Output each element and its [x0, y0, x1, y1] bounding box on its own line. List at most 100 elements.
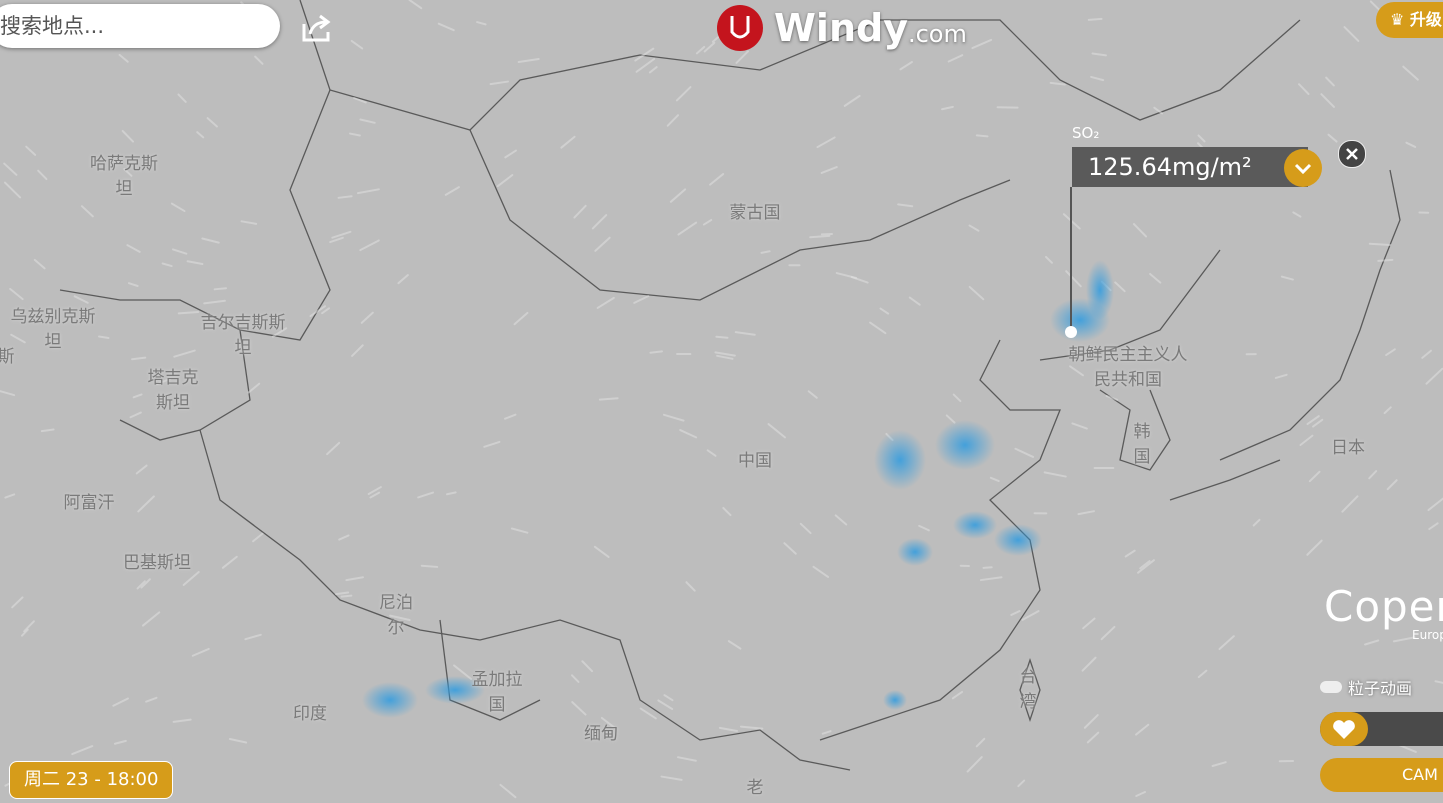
wind-streak	[1341, 495, 1359, 513]
wind-streak	[127, 282, 139, 287]
wind-streak	[334, 591, 350, 596]
wind-streak	[73, 295, 89, 304]
wind-streak	[170, 202, 186, 213]
picker-expand[interactable]	[1284, 149, 1322, 187]
wind-streak	[989, 476, 1000, 483]
wind-streak	[37, 169, 48, 181]
wind-streak	[735, 50, 750, 64]
map-label-line: 乌兹别克斯	[10, 307, 96, 327]
wind-streak	[570, 674, 580, 683]
particles-toggle[interactable]: 粒子动画	[1320, 675, 1412, 699]
wind-streak	[112, 697, 129, 707]
wind-streak	[356, 188, 380, 195]
wind-streak	[598, 397, 619, 401]
wind-streak	[648, 66, 658, 74]
logo-icon	[717, 5, 763, 51]
wind-streak	[727, 640, 742, 650]
wind-streak	[662, 413, 685, 422]
wind-streak	[340, 594, 353, 598]
map-label-line: 湾	[1019, 692, 1037, 712]
picker-close[interactable]	[1338, 140, 1366, 168]
wind-streak	[908, 296, 921, 306]
wind-streak	[951, 690, 964, 700]
wind-streak	[812, 565, 830, 578]
cams-button[interactable]: CAM	[1320, 758, 1443, 792]
wind-streak	[835, 272, 858, 279]
wind-streak	[177, 93, 187, 103]
wind-streak	[444, 186, 460, 196]
wind-streak	[820, 166, 838, 174]
picker-value: 125.64mg/m²	[1072, 147, 1308, 187]
wind-streak	[783, 542, 797, 555]
wind-streak	[679, 429, 698, 439]
wind-streak	[1091, 52, 1107, 57]
quick-menu[interactable]	[1320, 712, 1443, 746]
picker-label: SO₂	[1072, 124, 1100, 142]
wind-streak	[821, 730, 832, 735]
wind-streak	[952, 393, 962, 403]
wind-streak	[966, 756, 983, 773]
wind-streak	[947, 54, 964, 63]
map-label-line: 韩	[1133, 422, 1151, 442]
wind-streak	[348, 132, 361, 137]
map-label: 哈萨克斯坦	[90, 152, 158, 202]
wind-streak	[11, 596, 24, 609]
wind-streak	[1197, 669, 1208, 679]
upgrade-button[interactable]: ♛ 升级	[1376, 2, 1443, 38]
wind-streak	[1124, 549, 1136, 558]
wind-streak	[722, 506, 732, 517]
wind-streak	[1045, 255, 1053, 264]
map-label-line: 老	[746, 778, 764, 798]
logo[interactable]: Windy .com	[716, 4, 967, 52]
wind-streak	[1139, 560, 1151, 570]
wind-streak	[703, 41, 716, 53]
wind-streak	[879, 307, 890, 315]
wind-streak	[760, 250, 771, 254]
map-label: 日本	[1331, 436, 1365, 461]
wind-streak	[663, 694, 674, 702]
favorites-button[interactable]	[1320, 712, 1368, 746]
map-label: 缅甸	[584, 722, 618, 747]
share-button[interactable]	[300, 12, 336, 44]
wind-streak	[596, 296, 615, 309]
wind-streak	[677, 221, 698, 236]
map-label-line: 斯	[0, 347, 15, 367]
wind-streak	[367, 486, 382, 496]
map-label-line: 阿富汗	[63, 493, 115, 513]
wind-streak	[1153, 106, 1164, 115]
wind-streak	[453, 664, 473, 680]
wind-streak	[591, 214, 608, 230]
wind-streak	[446, 491, 457, 496]
wind-streak	[869, 321, 887, 335]
wind-streak	[1082, 617, 1096, 630]
wind-streak	[10, 333, 26, 344]
wind-streak	[417, 491, 435, 499]
wind-streak	[221, 555, 238, 569]
wind-streak	[240, 220, 258, 225]
map-label: 斯	[0, 345, 15, 370]
map-label-line: 台	[1019, 667, 1037, 687]
wind-streak	[1427, 497, 1443, 512]
particles-text: 粒子动画	[1348, 679, 1413, 698]
wind-streak	[975, 134, 989, 138]
wind-streak	[252, 532, 264, 543]
wind-streak	[172, 248, 188, 255]
wind-streak	[1021, 610, 1040, 621]
map-label: 巴基斯坦	[123, 551, 191, 576]
wind-streak	[1327, 133, 1338, 143]
wind-streak	[350, 39, 364, 50]
wind-streak	[593, 545, 610, 558]
logo-brand: Windy	[774, 6, 908, 50]
map-label: 孟加拉国	[472, 668, 523, 718]
wind-streak	[118, 53, 129, 63]
picker-dot[interactable]	[1065, 326, 1077, 338]
wind-streak	[353, 96, 367, 104]
wind-streak	[1069, 365, 1084, 377]
picker-stem	[1070, 187, 1072, 333]
search-box[interactable]: 搜索地点...	[0, 4, 280, 48]
wind-streak	[899, 61, 913, 71]
wind-streak	[213, 287, 228, 291]
wind-streak	[639, 707, 657, 720]
